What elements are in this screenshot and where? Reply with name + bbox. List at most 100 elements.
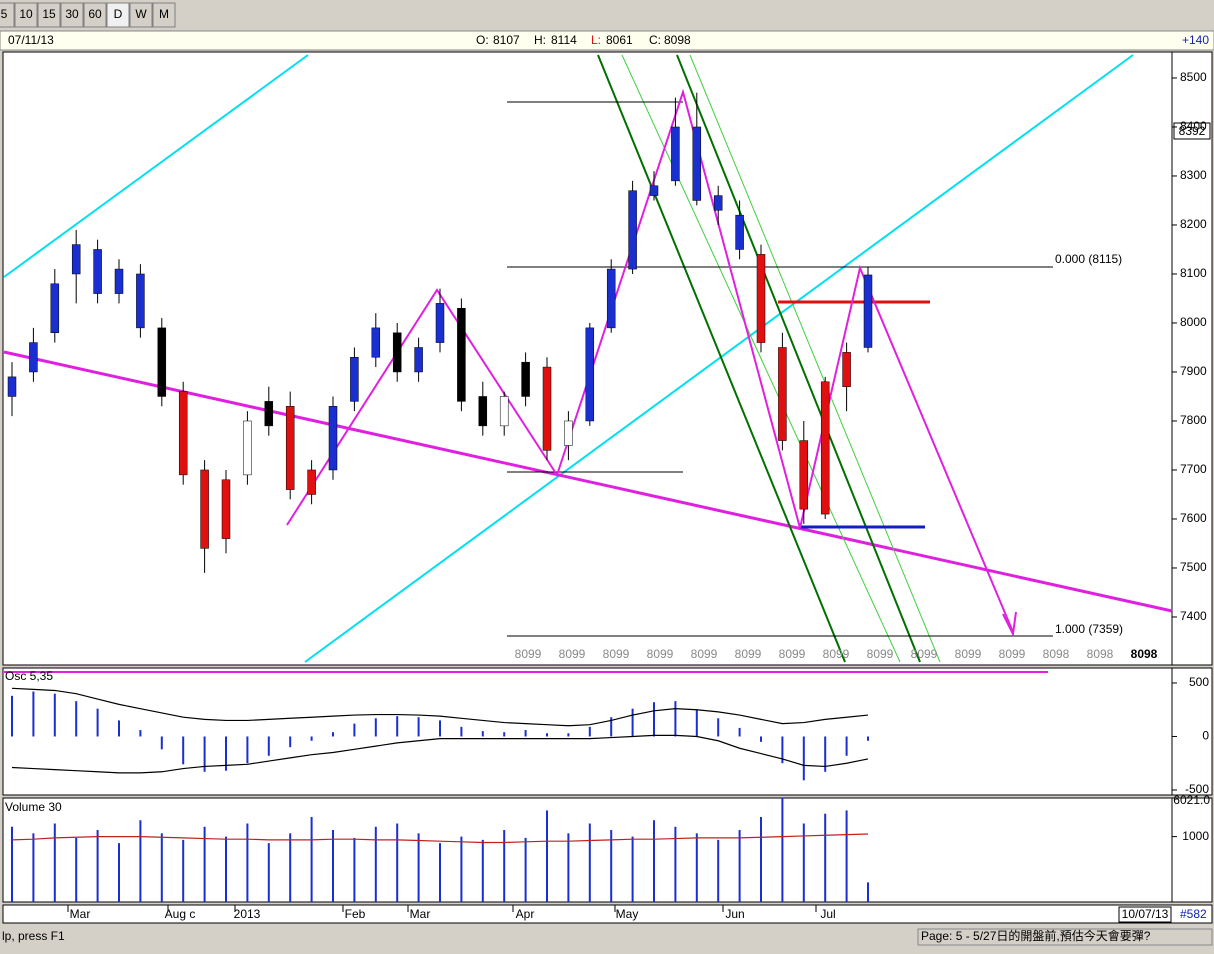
osc-line [11, 734, 869, 774]
toolbar-button-label[interactable]: 15 [42, 7, 56, 21]
bar [96, 708, 99, 737]
price-row-label: 8099 [735, 647, 762, 661]
bar [53, 823, 56, 902]
toolbar-button[interactable] [14, 2, 38, 28]
candle-body [200, 469, 209, 549]
bar [503, 830, 506, 902]
bar [310, 816, 313, 902]
toolbar-button[interactable] [152, 2, 176, 28]
bar [867, 736, 869, 741]
candle-body [606, 268, 616, 329]
candle-body [350, 357, 359, 402]
osc-axis [1171, 667, 1213, 796]
bar [781, 736, 784, 764]
bar [160, 833, 163, 902]
bar [738, 727, 741, 737]
bar [674, 701, 677, 737]
candle-body [328, 406, 338, 471]
price-row-label: 8099 [823, 647, 850, 661]
trend-line [3, 350, 1173, 613]
x-tick-label: Feb [345, 907, 366, 921]
bar [417, 833, 420, 902]
candle-body [671, 126, 680, 182]
bar [610, 717, 613, 737]
bar [631, 708, 634, 737]
candle-body [799, 440, 809, 510]
x-tick-label: 2013 [234, 907, 261, 921]
cursor-date: 10/07/13 [1122, 907, 1169, 921]
y-tick-label: 7500 [1180, 560, 1207, 574]
bar [503, 732, 506, 737]
y-tick-label: 8000 [1180, 315, 1207, 329]
toolbar-button-label[interactable]: 60 [88, 7, 102, 21]
price-row-label: 8099 [515, 647, 542, 661]
toolbar-button-label[interactable]: M [159, 7, 169, 21]
candle-body [50, 283, 60, 334]
bar [631, 836, 634, 902]
x-tick-label: Apr [516, 907, 535, 921]
bar [760, 736, 762, 742]
bar [75, 837, 78, 902]
candle-body [243, 420, 252, 476]
status-page: Page: 5 - 5/27日的開盤前,預估今天會要彈? [921, 928, 1151, 943]
candle-body [264, 401, 274, 427]
osc-line [11, 687, 869, 727]
bar [374, 718, 377, 737]
bar [118, 720, 120, 737]
bar [760, 816, 762, 902]
y-tick-label: 8400 [1180, 119, 1207, 133]
toolbar-button[interactable] [106, 2, 130, 28]
candle-body [863, 274, 873, 348]
bar [332, 830, 334, 902]
y-tick-label: 0 [1202, 729, 1209, 743]
bar [203, 826, 206, 902]
toolbar-button[interactable] [129, 2, 153, 28]
candle-body [114, 268, 124, 294]
candle-body [542, 366, 552, 451]
toolbar-button-label[interactable]: D [114, 7, 123, 21]
zigzag [286, 88, 1014, 633]
candle-body [29, 342, 38, 373]
bar [267, 736, 270, 756]
y-tick-label: 500 [1189, 675, 1209, 689]
change: +140 [1182, 33, 1209, 47]
price-axis [1171, 51, 1213, 666]
bar [802, 823, 805, 902]
toolbar-button[interactable] [83, 2, 107, 28]
candle-body [7, 376, 17, 397]
volume-panel [2, 797, 1173, 903]
bar [588, 823, 591, 902]
toolbar-button-label[interactable]: W [135, 7, 147, 21]
toolbar-button-label[interactable]: 10 [19, 7, 33, 21]
bar [567, 733, 570, 737]
toolbar-button[interactable] [60, 2, 84, 28]
toolbar-button-label[interactable]: 30 [65, 7, 79, 21]
price-row-label: 8099 [911, 647, 938, 661]
candle-body [178, 391, 188, 476]
y-tick-label: 7800 [1180, 413, 1207, 427]
toolbar-button[interactable] [0, 2, 15, 28]
candle-body [157, 327, 167, 397]
bar [481, 731, 484, 737]
candle-body [756, 254, 766, 343]
candle-body [713, 195, 723, 211]
toolbar-button[interactable] [37, 2, 61, 28]
bar [610, 830, 613, 902]
x-tick-label: May [616, 907, 639, 921]
bar [546, 733, 548, 737]
price-tag [1173, 122, 1211, 140]
high: 8114 [551, 33, 577, 47]
y-tick-label: 7700 [1180, 462, 1207, 476]
channel-line [676, 54, 921, 663]
price-row-label: 8098 [1087, 647, 1114, 661]
price-row-label: 8099 [867, 647, 894, 661]
bar [203, 736, 206, 772]
toolbar-button-label[interactable]: 5 [1, 7, 8, 21]
candle-body [820, 381, 830, 515]
channel-line [3, 54, 309, 278]
x-tick-label: Jul [820, 907, 835, 921]
y-tick-label: 8200 [1180, 217, 1207, 231]
bar [32, 691, 35, 737]
candle-body [221, 479, 231, 539]
